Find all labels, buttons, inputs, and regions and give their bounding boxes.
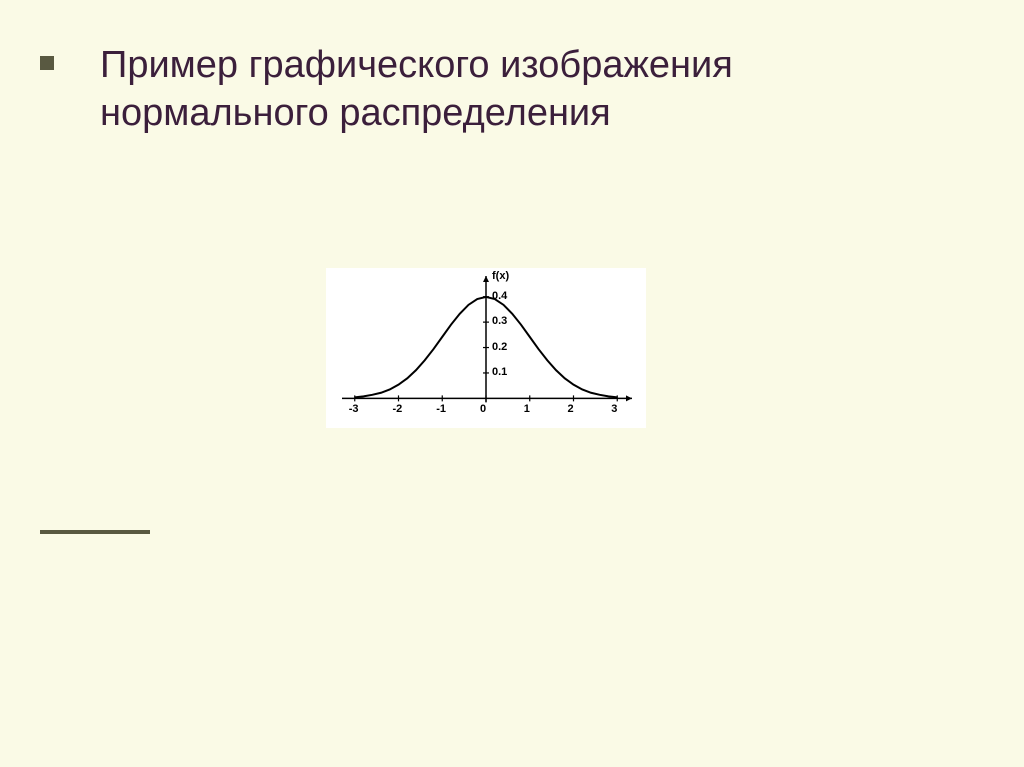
x-tick-label: -2 [393, 403, 403, 415]
title-container: Пример графического изображения нормальн… [100, 42, 964, 137]
y-tick-label: 0.2 [492, 341, 507, 353]
x-tick-label: 3 [611, 403, 617, 415]
normal-distribution-chart: -3 -2 -1 0 1 2 3 0.1 0.2 0.3 0.4 f(x) [326, 268, 646, 428]
y-tick-label: 0.4 [492, 290, 507, 302]
x-tick-label: -1 [436, 403, 446, 415]
decorative-underline [40, 530, 150, 534]
x-tick-label: 1 [524, 403, 530, 415]
y-axis-label: f(x) [492, 270, 509, 282]
y-tick-label: 0.1 [492, 366, 507, 378]
slide-title: Пример графического изображения нормальн… [100, 42, 964, 137]
x-tick-label: 2 [568, 403, 574, 415]
x-tick-label: 0 [480, 403, 486, 415]
title-accent-square [40, 56, 54, 70]
x-tick-label: -3 [349, 403, 359, 415]
y-tick-label: 0.3 [492, 315, 507, 327]
slide: Пример графического изображения нормальн… [0, 0, 1024, 767]
